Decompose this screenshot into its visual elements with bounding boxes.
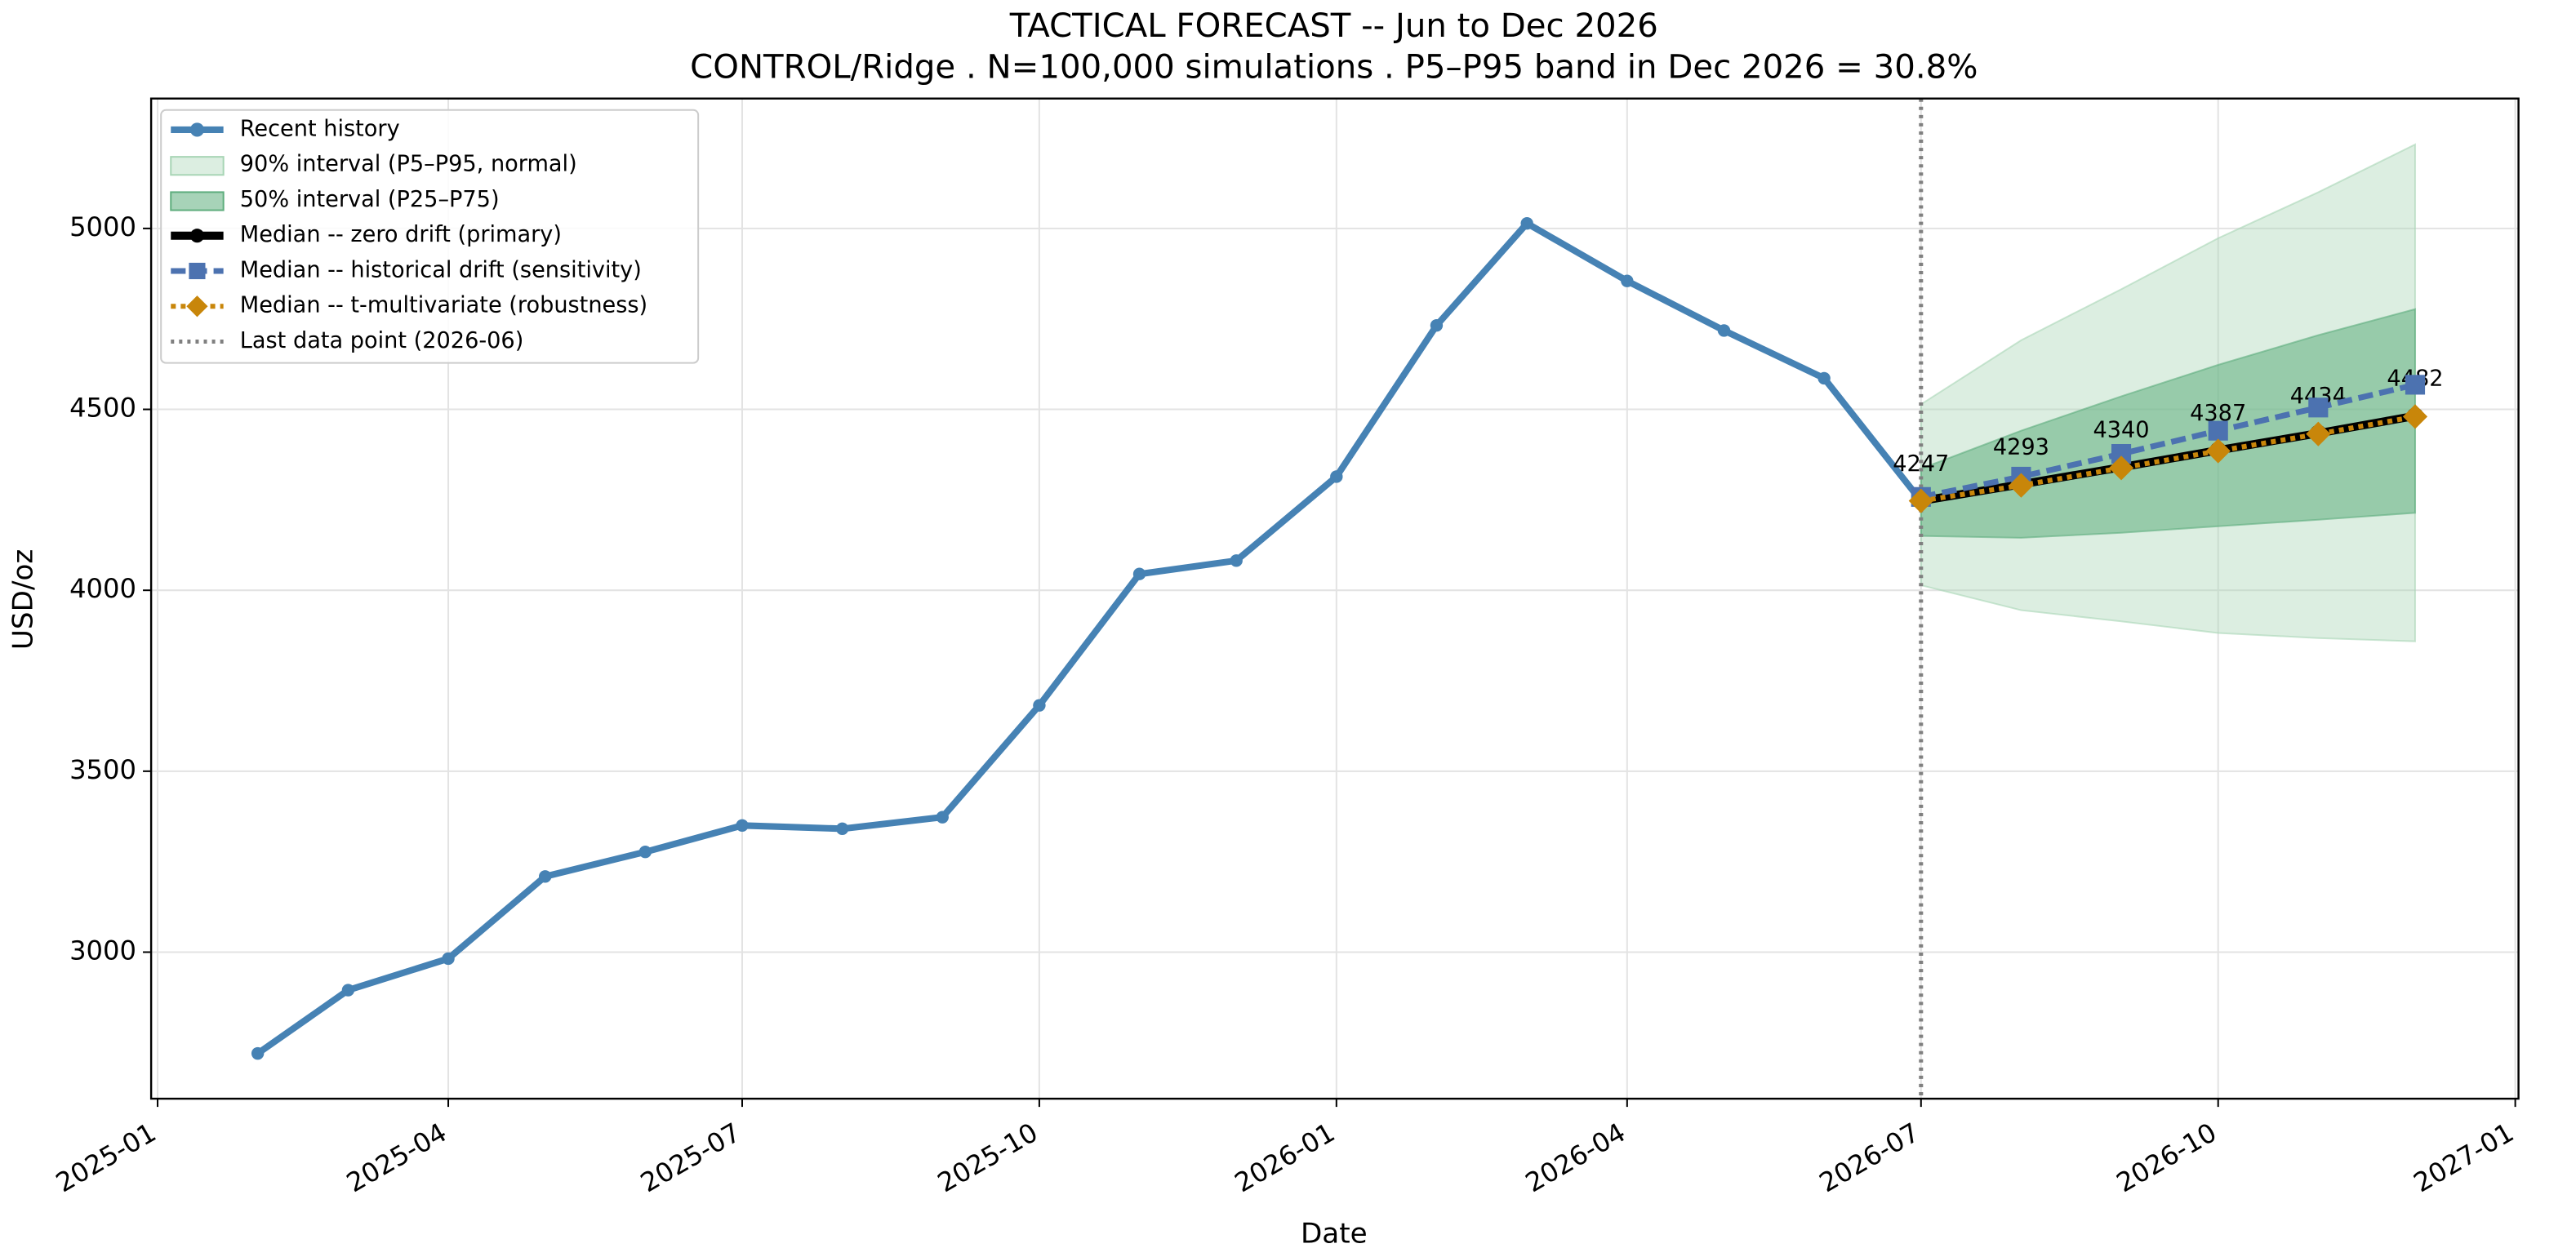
marker [736,819,749,833]
chart-title: TACTICAL FORECAST -- Jun to Dec 2026 [1009,7,1658,45]
y-tick-label: 4500 [69,393,136,424]
marker [2108,455,2134,481]
x-tick-label: 2027-01 [2409,1117,2519,1198]
x-tick-label: 2026-04 [1520,1117,1631,1198]
marker [835,822,849,836]
legend: Recent history 90% interval (P5–P95, norm… [160,109,700,364]
y-tick-label: 3000 [69,935,136,966]
marker [189,229,205,243]
legend-box [160,109,700,364]
x-tick-label: 2026-10 [2111,1117,2222,1198]
x-tick-label: 2025-01 [51,1117,161,1198]
marker [251,1046,265,1060]
y-tick-label: 4000 [69,573,136,604]
marker [341,984,355,997]
legend-label: 90% interval (P5–P95, normal) [240,152,577,177]
x-tick-label: 2025-04 [341,1117,452,1198]
legend-label: Median -- zero drift (primary) [240,222,562,247]
marker [189,122,205,137]
legend-label: 50% interval (P25–P75) [240,187,500,212]
marker [1033,699,1046,712]
marker [1132,567,1146,580]
series-line [1920,411,2416,505]
marker [442,952,455,966]
marker [936,811,949,824]
data-label: 4340 [2093,418,2149,443]
legend-label: Median -- historical drift (sensitivity) [240,257,642,282]
y-axis-label: USD/oz [7,549,40,650]
chart-subtitle: CONTROL/Ridge . N=100,000 simulations . … [690,49,1978,87]
marker [2205,438,2231,464]
y-tick-label: 3500 [69,754,136,785]
marker [1330,470,1343,483]
marker [1717,324,1731,337]
x-tick-label: 2025-10 [932,1117,1043,1198]
y-tick-label: 5000 [69,211,136,242]
marker [1230,554,1243,567]
series-line [256,219,1924,1056]
legend-swatch [170,191,225,211]
marker [2208,420,2228,441]
marker [1908,488,1933,513]
marker [2308,398,2329,418]
marker [186,295,208,318]
data-label: 4247 [1893,451,1949,477]
marker [638,846,652,859]
marker [2405,375,2426,395]
legend-label: Recent history [240,116,400,141]
marker [1817,371,1831,385]
x-tick-label: 2025-07 [635,1117,745,1198]
data-label: 4293 [1993,435,2049,460]
legend-label: Last data point (2026-06) [240,328,524,353]
marker [1621,274,1634,287]
marker [1430,318,1444,332]
x-tick-label: 2026-01 [1230,1117,1340,1198]
x-tick-label: 2026-07 [1814,1117,1924,1198]
marker [189,262,206,280]
marker [539,870,552,883]
legend-label: Median -- t-multivariate (robustness) [240,293,647,318]
marker [2402,404,2428,429]
x-axis-label: Date [1301,1218,1368,1250]
marker [1520,216,1533,230]
plot-frame [149,97,2520,1100]
legend-swatch [170,156,225,176]
